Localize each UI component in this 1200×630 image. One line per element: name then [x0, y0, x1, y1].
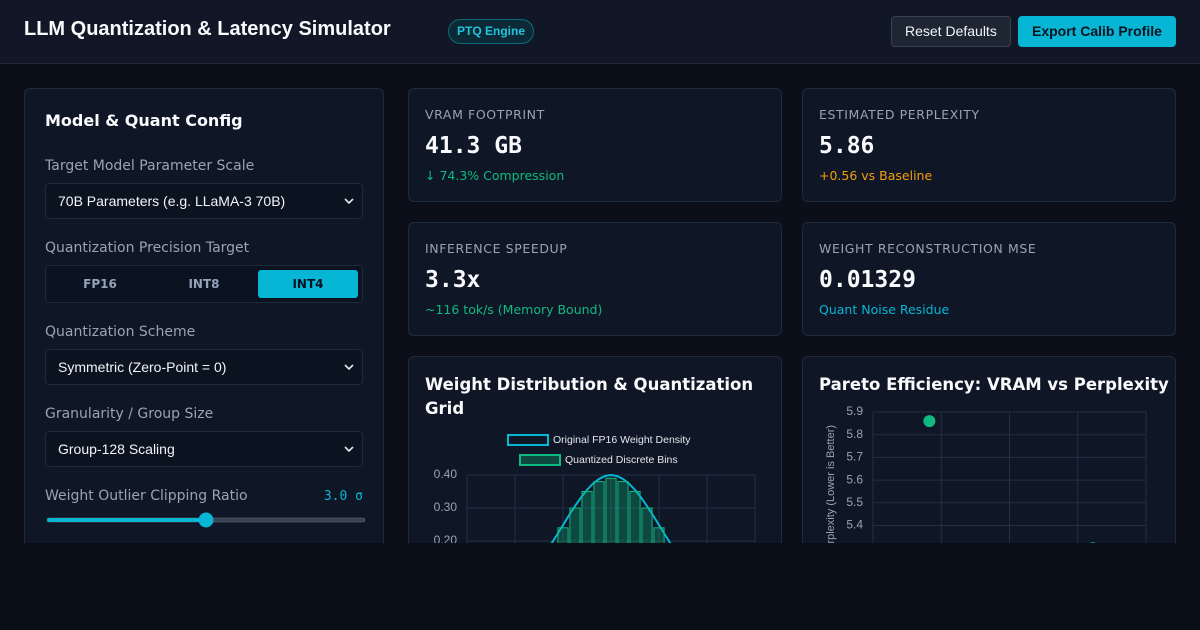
chart-title: Pareto Efficiency: VRAM vs Perplexity — [819, 375, 1169, 394]
metric-label: WEIGHT RECONSTRUCTION MSE — [819, 241, 1037, 256]
y-tick-label: 5.7 — [846, 450, 863, 464]
pareto-point — [923, 415, 936, 428]
reset-button[interactable]: Reset Defaults — [891, 16, 1011, 47]
chart: 0.20 0.30 0.40 Original FP16 Weight Density… — [434, 434, 756, 543]
y-tick-label: 5.5 — [846, 495, 863, 509]
metric-card: WEIGHT RECONSTRUCTION MSE 0.01329 Quant No… — [802, 222, 1176, 336]
app-title: LLM Quantization & Latency Simulator — [24, 18, 391, 40]
metric-label: VRAM FOOTPRINT — [425, 107, 545, 122]
y-tick-label: 5.9 — [846, 404, 863, 418]
field-label: Target Model Parameter Scale — [45, 158, 255, 174]
config-panel: Model & Quant Config Target Model Parame… — [24, 88, 384, 543]
quant-bin — [629, 491, 641, 543]
pareto-point — [1089, 542, 1096, 543]
quant-bin — [653, 527, 665, 543]
header: LLM Quantization & Latency Simulator PTQ… — [0, 0, 1200, 64]
metric-label: INFERENCE SPEEDUP — [425, 241, 568, 256]
main: Model & Quant Config Target Model Parame… — [0, 64, 1200, 543]
precision-option[interactable]: FP16 — [83, 277, 117, 291]
field-label: Quantization Precision Target — [45, 240, 250, 256]
y-tick-label: 0.20 — [434, 533, 458, 543]
chevron — [344, 446, 354, 453]
legend-swatch — [519, 454, 561, 466]
field-label: Granularity / Group Size — [45, 406, 214, 422]
precision-option[interactable]: INT8 — [188, 277, 220, 291]
distribution-card: Weight Distribution & Quantization Grid … — [408, 356, 782, 543]
y-tick-label: 5.6 — [846, 472, 863, 486]
select-value: Group-128 Scaling — [58, 441, 175, 457]
metric-card: ESTIMATED PERPLEXITY 5.86 +0.56 vs Baselin… — [802, 88, 1176, 202]
legend-label: Quantized Discrete Bins — [565, 454, 678, 466]
y-axis-label: Perplexity (Lower is Better) — [825, 425, 837, 543]
legend-label: Original FP16 Weight Density — [553, 434, 691, 446]
chevron — [344, 198, 354, 205]
legend-swatch — [507, 434, 549, 446]
metric-note: ↓ 74.3% Compression — [425, 168, 565, 183]
clipping-slider[interactable] — [45, 509, 367, 531]
export-button[interactable]: Export Calib Profile — [1018, 16, 1176, 47]
slider-thumb[interactable] — [198, 512, 214, 528]
precision-option[interactable]: INT4 — [258, 270, 358, 298]
metric-value: 3.3x — [425, 267, 481, 293]
y-tick-label: 5.8 — [846, 427, 863, 441]
metric-value: 0.01329 — [819, 267, 916, 293]
chart-title: Weight Distribution & Quantization Grid — [425, 375, 754, 418]
engine-badge: PTQ Engine — [448, 19, 535, 44]
field-label: Weight Outlier Clipping Ratio — [45, 488, 248, 504]
quant-bin — [593, 481, 605, 543]
y-tick-label: 0.40 — [434, 467, 458, 481]
metric-value: 41.3 GB — [425, 133, 522, 159]
quant-bin — [581, 491, 593, 543]
pareto-card: Pareto Efficiency: VRAM vs Perplexity 5.… — [802, 356, 1176, 543]
field-label: Quantization Scheme — [45, 324, 196, 340]
quant-bin — [557, 527, 569, 543]
clipping-value: 3.0 σ — [323, 489, 363, 504]
quant-bin — [641, 507, 653, 543]
quant-bin — [617, 481, 629, 543]
precision-toggle: FP16 INT8 INT4 — [45, 265, 363, 303]
density-curve — [550, 473, 672, 543]
metric-note: +0.56 vs Baseline — [819, 168, 933, 183]
metric-value: 5.86 — [819, 133, 875, 159]
quant-bin — [569, 507, 581, 543]
metric-label: ESTIMATED PERPLEXITY — [819, 107, 980, 122]
slider-fill — [47, 518, 207, 522]
metric-card: INFERENCE SPEEDUP 3.3x ~116 tok/s (Memory … — [408, 222, 782, 336]
scheme-select[interactable]: Symmetric (Zero-Point = 0) — [45, 349, 363, 385]
panel-title: Model & Quant Config — [45, 111, 243, 130]
model-select[interactable]: 70B Parameters (e.g. LLaMA-3 70B) — [45, 183, 363, 219]
metric-card: VRAM FOOTPRINT 41.3 GB ↓ 74.3% Compression — [408, 88, 782, 202]
select-value: 70B Parameters (e.g. LLaMA-3 70B) — [58, 193, 286, 209]
y-tick-label: 0.30 — [434, 500, 458, 514]
metric-note: ~116 tok/s (Memory Bound) — [425, 302, 603, 317]
select-value: Symmetric (Zero-Point = 0) — [58, 359, 227, 375]
chevron — [344, 364, 354, 371]
y-tick-label: 5.4 — [846, 518, 863, 532]
chart: 5.4 5.5 5.6 5.7 5.8 5.9 Perplexity (Lower is B… — [825, 404, 1147, 543]
granularity-select[interactable]: Group-128 Scaling — [45, 431, 363, 467]
metric-note: Quant Noise Residue — [819, 302, 950, 317]
quant-bin — [605, 477, 617, 543]
